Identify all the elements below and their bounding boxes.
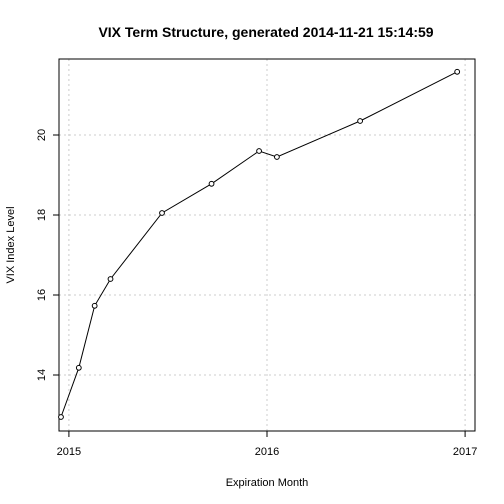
y-tick-label: 16 (36, 289, 48, 301)
data-point-4 (107, 276, 114, 282)
data-point-2 (75, 364, 82, 371)
y-axis: 14 16 18 20 (36, 129, 59, 381)
x-tick-label: 2017 (453, 446, 477, 458)
chart-title: VIX Term Structure, generated 2014-11-21… (98, 24, 433, 40)
y-tick-label: 14 (36, 369, 48, 381)
data-point-8 (274, 154, 280, 160)
y-tick-label: 20 (36, 129, 48, 141)
x-axis-label: Expiration Month (226, 477, 309, 489)
x-axis: 2015 2016 2017 (57, 431, 477, 458)
data-point-1 (58, 414, 64, 420)
y-tick-label: 18 (36, 209, 48, 221)
data-point-3 (91, 302, 98, 309)
data-point-9 (357, 118, 364, 124)
series-line (60, 71, 458, 418)
series-vix (58, 68, 461, 420)
x-tick-label: 2015 (57, 446, 81, 458)
data-point-7 (256, 148, 262, 154)
y-axis-label: VIX Index Level (5, 206, 17, 283)
data-point-10 (454, 68, 461, 75)
x-tick-label: 2016 (255, 446, 279, 458)
data-point-6 (208, 180, 215, 187)
data-point-5 (159, 210, 165, 216)
grid (59, 59, 475, 431)
